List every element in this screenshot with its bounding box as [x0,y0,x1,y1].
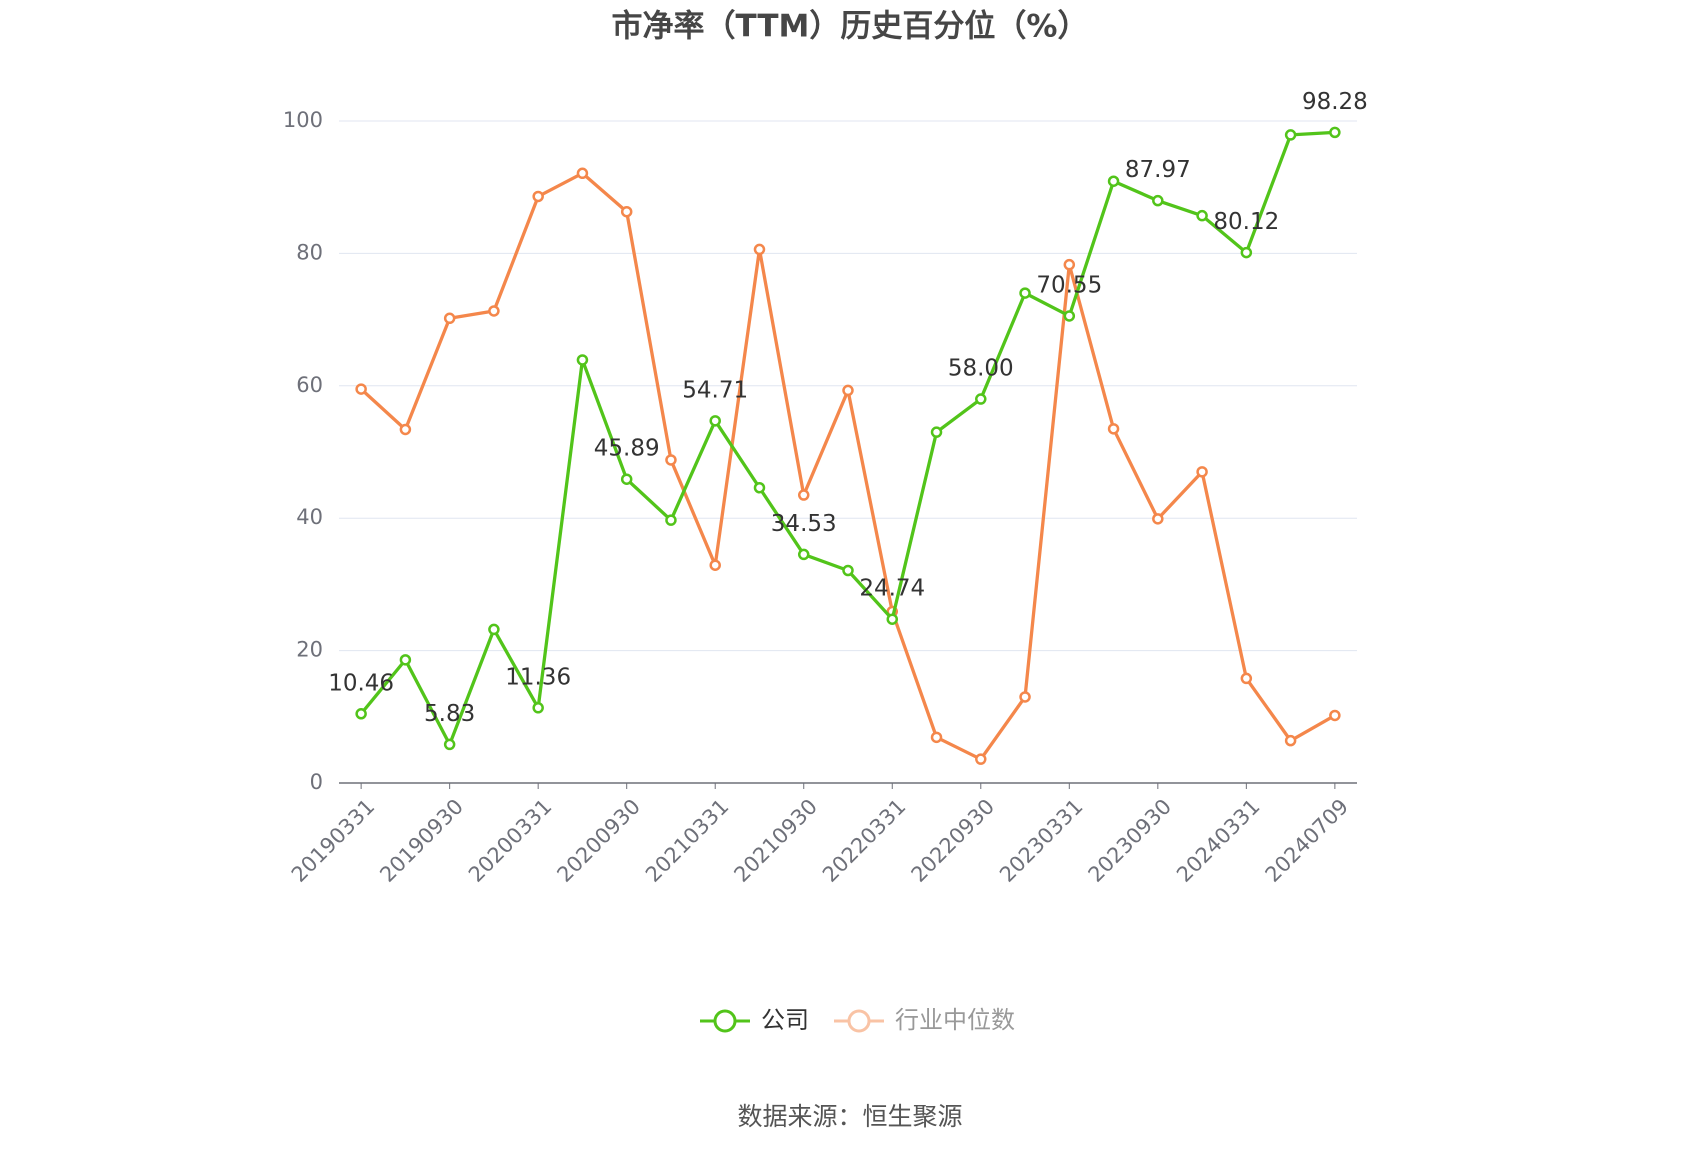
x-tick-label: 20190331 [287,794,380,887]
point [488,623,500,636]
x-tick-label: 20200930 [552,794,645,887]
point [1063,258,1076,271]
y-tick-label: 100 [283,108,323,132]
legend-label: 行业中位数 [895,1006,1015,1034]
legend-label: 公司 [761,1006,809,1034]
point [709,415,721,427]
data-label: 11.36 [505,664,571,690]
point [1152,513,1164,525]
x-tick-label: 20230930 [1084,794,1177,887]
x-tick-label: 20240709 [1261,794,1354,887]
point [753,481,766,494]
point [443,312,456,325]
data-label: 10.46 [328,670,394,696]
point [1196,209,1208,222]
x-tick-label: 20230331 [995,794,1088,887]
point [576,167,589,180]
y-tick-label: 0 [310,770,323,794]
x-tick-label: 20220331 [818,794,911,887]
y-tick-label: 20 [296,638,323,662]
point [399,654,412,666]
data-label: 80.12 [1213,209,1279,235]
data-label: 24.74 [859,576,925,602]
point [1329,126,1341,139]
legend-icon [713,1009,737,1033]
point [1240,246,1253,259]
data-label: 5.83 [424,701,475,727]
point [930,426,943,438]
point [1107,175,1120,187]
point [753,243,766,256]
point [620,473,633,485]
point [1019,287,1031,299]
point [975,393,987,405]
point [399,423,412,436]
point [886,613,899,625]
point [620,205,633,218]
data-label: 34.53 [771,511,837,537]
series-line [359,130,1335,747]
point [709,559,721,571]
point [1152,194,1164,207]
x-tick-label: 20200331 [464,794,557,887]
data-label: 58.00 [948,356,1014,382]
point [443,738,456,751]
point [1284,734,1297,747]
x-tick-label: 20220930 [907,794,1000,887]
y-tick-label: 60 [296,373,323,397]
point [930,731,943,744]
chart-title: 市净率（TTM）历史百分位（%） [612,9,1089,45]
x-tick-label: 20210331 [641,794,734,887]
y-tick-label: 40 [296,505,323,529]
point [1196,466,1208,478]
x-tick-label: 20190930 [375,794,468,887]
data-label: 98.28 [1302,89,1368,115]
x-tick-label: 20210930 [729,794,822,887]
data-label: 87.97 [1125,157,1191,183]
point [842,384,854,397]
source-note: 数据来源：恒生聚源 [737,1102,962,1131]
point [1063,310,1076,322]
point [488,305,500,317]
point [355,708,367,720]
point [975,753,987,765]
x-tick-label: 20240331 [1172,794,1265,887]
data-label: 45.89 [594,436,660,462]
point [1240,672,1253,685]
y-tick-label: 80 [296,240,323,264]
point [797,548,810,561]
point [665,454,677,466]
legend-icon [847,1009,871,1033]
point [797,489,810,501]
point [1329,709,1341,722]
data-label: 70.55 [1036,272,1102,298]
point [532,702,544,714]
point [842,564,854,577]
point [576,354,589,366]
point [532,190,544,203]
point [1107,423,1120,435]
data-label: 54.71 [682,377,748,403]
point [1019,691,1031,703]
point [355,383,367,395]
point [665,514,677,526]
point [1284,129,1297,141]
